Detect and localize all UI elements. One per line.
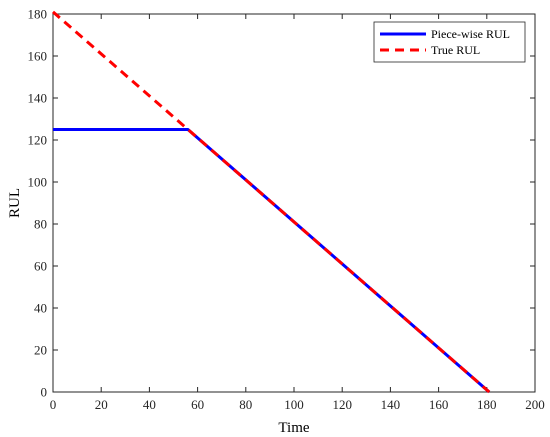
legend-label: Piece-wise RUL (431, 27, 510, 41)
y-tick-label: 120 (28, 133, 48, 148)
y-tick-label: 60 (34, 259, 47, 274)
x-tick-label: 0 (50, 397, 57, 412)
x-tick-label: 200 (525, 397, 545, 412)
y-tick-label: 160 (28, 49, 48, 64)
x-tick-label: 140 (381, 397, 401, 412)
y-axis-label: RUL (7, 188, 23, 218)
axis-ticks: 0 20 40 60 80 100 120 140 160 180 200 0 20 40 60 80 100 1… (28, 7, 545, 413)
legend-label: True RUL (431, 43, 480, 57)
series-line-0 (53, 128, 491, 394)
x-tick-label: 20 (95, 397, 108, 412)
y-tick-label: 140 (28, 91, 48, 106)
x-tick-label: 100 (284, 397, 304, 412)
y-tick-label: 0 (41, 385, 48, 400)
y-tick-label: 100 (28, 175, 48, 190)
y-tick-label: 40 (34, 301, 47, 316)
x-tick-label: 160 (429, 397, 449, 412)
legend-box (373, 21, 526, 63)
y-tick-label: 20 (34, 343, 47, 358)
plot-area (52, 13, 536, 393)
legend: Piece-wise RUL True RUL (373, 21, 526, 63)
x-tick-label: 60 (191, 397, 204, 412)
y-tick-label: 180 (28, 7, 48, 22)
x-axis-label: Time (278, 420, 309, 436)
y-tick-label: 80 (34, 217, 47, 232)
series-line-1 (52, 10, 491, 394)
x-tick-label: 40 (143, 397, 156, 412)
x-tick-label: 180 (477, 397, 497, 412)
x-tick-label: 80 (239, 397, 252, 412)
x-tick-label: 120 (332, 397, 352, 412)
series-layer (52, 10, 491, 394)
